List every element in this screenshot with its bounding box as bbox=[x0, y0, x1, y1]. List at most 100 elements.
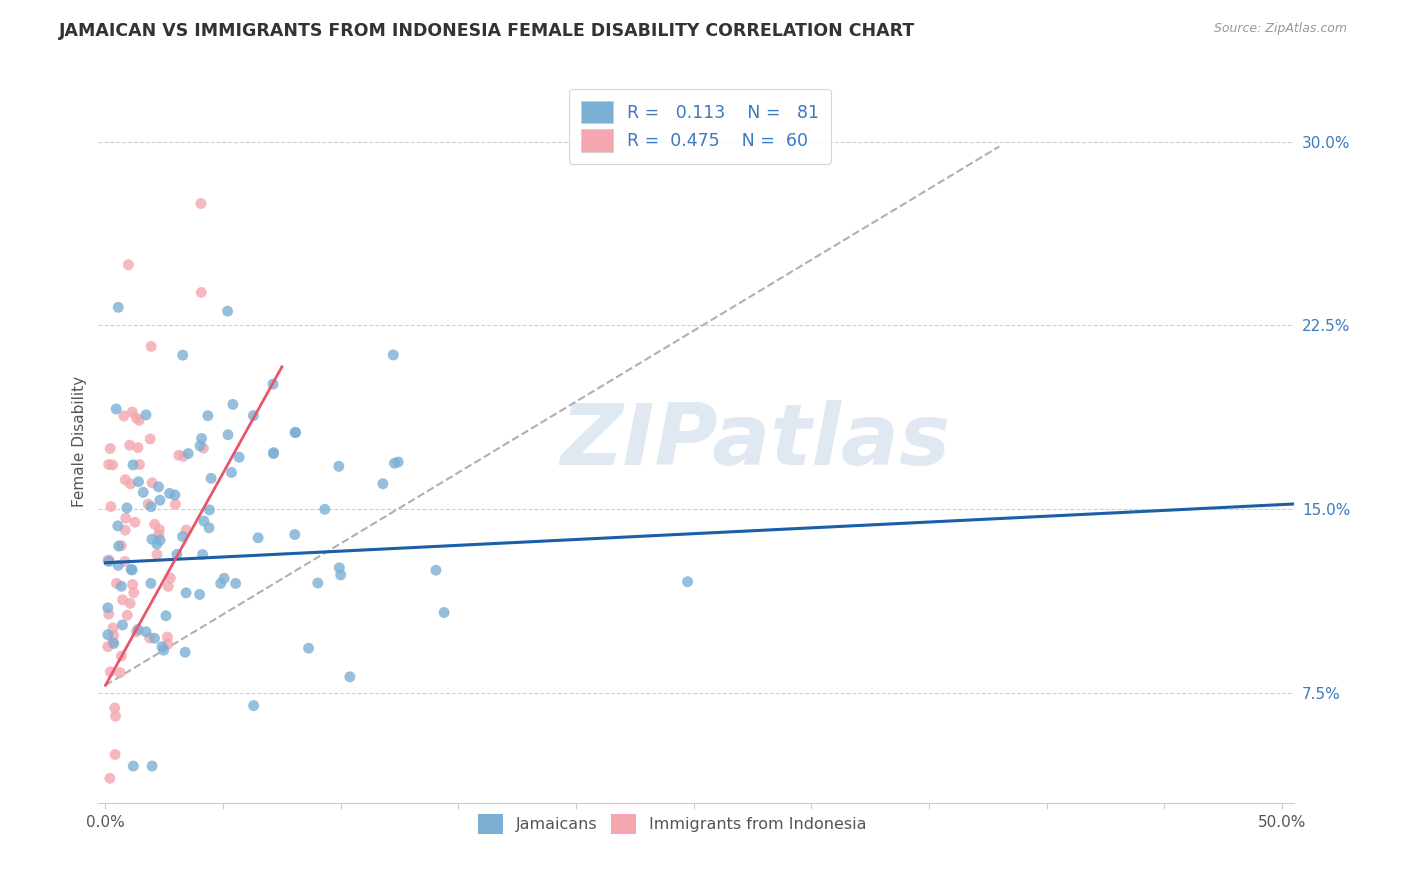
Point bbox=[263, 445, 285, 459]
Point bbox=[97, 600, 120, 615]
Point bbox=[107, 519, 129, 533]
Point bbox=[174, 523, 197, 537]
Point bbox=[174, 645, 197, 659]
Point bbox=[104, 701, 127, 715]
Point bbox=[132, 485, 155, 500]
Point bbox=[247, 531, 270, 545]
Point bbox=[98, 665, 121, 679]
Point bbox=[148, 523, 170, 537]
Point bbox=[172, 450, 194, 464]
Point bbox=[148, 527, 170, 541]
Point bbox=[200, 471, 222, 485]
Point bbox=[97, 607, 120, 621]
Text: Source: ZipAtlas.com: Source: ZipAtlas.com bbox=[1213, 22, 1347, 36]
Point bbox=[122, 458, 145, 472]
Point bbox=[114, 554, 136, 568]
Point bbox=[104, 709, 127, 723]
Point bbox=[425, 563, 447, 577]
Legend: Jamaicans, Immigrants from Indonesia: Jamaicans, Immigrants from Indonesia bbox=[470, 806, 875, 842]
Point bbox=[284, 527, 307, 541]
Point bbox=[329, 567, 352, 582]
Point bbox=[114, 473, 136, 487]
Point bbox=[125, 411, 148, 425]
Point bbox=[125, 624, 148, 639]
Point bbox=[217, 427, 239, 442]
Point bbox=[242, 698, 264, 713]
Point bbox=[141, 475, 163, 490]
Point bbox=[225, 576, 247, 591]
Point bbox=[122, 585, 145, 599]
Point bbox=[149, 533, 172, 548]
Point bbox=[110, 648, 132, 663]
Point bbox=[167, 448, 190, 462]
Point bbox=[212, 571, 235, 585]
Point bbox=[188, 439, 211, 453]
Point bbox=[228, 450, 250, 465]
Point bbox=[98, 442, 121, 456]
Point bbox=[112, 409, 135, 423]
Point bbox=[143, 632, 166, 646]
Point bbox=[197, 409, 219, 423]
Point bbox=[262, 377, 284, 392]
Point bbox=[135, 408, 157, 422]
Point bbox=[141, 339, 163, 353]
Point bbox=[146, 537, 169, 551]
Point bbox=[387, 455, 409, 469]
Point bbox=[198, 521, 221, 535]
Point bbox=[120, 563, 142, 577]
Point bbox=[120, 476, 142, 491]
Point bbox=[190, 196, 212, 211]
Point bbox=[262, 447, 284, 461]
Point bbox=[115, 500, 138, 515]
Point bbox=[222, 397, 245, 411]
Point bbox=[104, 747, 127, 762]
Point bbox=[117, 608, 139, 623]
Point bbox=[284, 425, 307, 440]
Point bbox=[98, 554, 121, 568]
Point bbox=[163, 488, 186, 502]
Point bbox=[328, 561, 350, 575]
Point bbox=[103, 628, 125, 642]
Point bbox=[139, 432, 162, 446]
Point bbox=[107, 558, 129, 573]
Point bbox=[172, 529, 194, 543]
Point bbox=[105, 576, 128, 591]
Point bbox=[242, 409, 264, 423]
Point bbox=[100, 500, 122, 514]
Point bbox=[150, 640, 173, 654]
Point bbox=[97, 628, 120, 642]
Point bbox=[148, 480, 170, 494]
Point bbox=[188, 587, 211, 601]
Point bbox=[111, 592, 134, 607]
Point bbox=[135, 624, 157, 639]
Point bbox=[138, 631, 160, 645]
Point bbox=[433, 606, 456, 620]
Point bbox=[284, 425, 307, 440]
Point bbox=[103, 636, 125, 650]
Point bbox=[121, 577, 143, 591]
Point bbox=[114, 523, 136, 537]
Point bbox=[118, 438, 141, 452]
Point bbox=[97, 553, 120, 567]
Point bbox=[121, 405, 143, 419]
Point bbox=[146, 548, 169, 562]
Point bbox=[165, 497, 187, 511]
Text: ZIPatlas: ZIPatlas bbox=[561, 400, 950, 483]
Point bbox=[314, 502, 336, 516]
Point bbox=[98, 772, 121, 786]
Point bbox=[114, 511, 136, 525]
Point bbox=[101, 621, 124, 635]
Point bbox=[172, 348, 194, 362]
Point bbox=[339, 670, 361, 684]
Point bbox=[98, 553, 121, 567]
Point bbox=[128, 458, 150, 472]
Point bbox=[190, 432, 212, 446]
Point bbox=[156, 630, 179, 644]
Point bbox=[193, 441, 215, 455]
Point bbox=[97, 640, 120, 654]
Point bbox=[101, 635, 124, 649]
Point bbox=[124, 515, 146, 529]
Point bbox=[166, 548, 188, 562]
Point bbox=[149, 493, 172, 508]
Point bbox=[117, 258, 139, 272]
